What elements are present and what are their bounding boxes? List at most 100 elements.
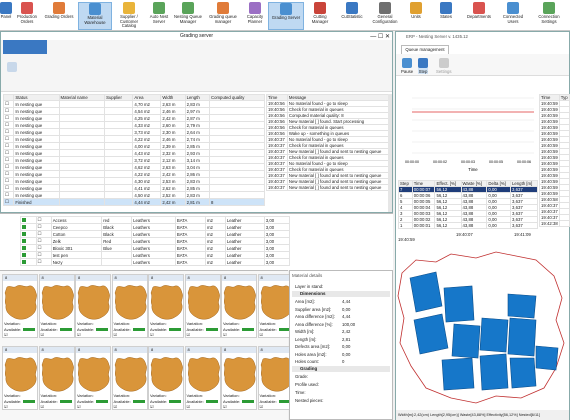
toolbar-button-0[interactable]: Panel [0,2,12,30]
table-row[interactable]: ☐ In nesting que 4,50 m2 2,52 m 2,83 m [2,191,266,199]
table-row[interactable]: ☐ In nesting que 4,62 m2 2,63 m 3,04 m [2,163,266,171]
hide-card[interactable]: 8 Variation: Available: ☑ [257,274,294,338]
row-checkbox[interactable]: ☐ [2,156,15,164]
toolbar-button-13[interactable]: Units [402,2,430,30]
hide-card[interactable]: 8 Variation: Available: ☑ [148,274,184,338]
row-checkbox[interactable]: ☐ [2,170,15,178]
row-checkbox[interactable]: ☐ [2,198,15,206]
table-row[interactable]: ☐ In nesting que 4,43 m2 2,32 m 2,93 m [2,149,266,157]
pause-button[interactable]: Pause [401,58,413,74]
step-button[interactable]: Step [418,58,428,74]
steps-row[interactable]: 4 00:00:04 56,12 43,88 0,00 3,637 [398,204,538,211]
hide-card[interactable]: 8 Variation: Available: ☑ [184,274,221,338]
table-row[interactable]: ☐ In nesting que 4,70 m2 2,63 m 2,83 m [2,100,266,108]
hide-card[interactable]: 8 Variation: Available: ☑ [184,346,221,410]
row-checkbox[interactable]: ☐ [2,191,15,199]
row-checkbox[interactable]: ☐ [2,107,15,115]
row-checkbox[interactable]: ☐ [2,135,15,143]
hide-checkbox[interactable]: ☑ [77,332,81,337]
toolbar-button-1[interactable]: Production Orders [14,2,40,30]
table-row[interactable]: ☐ In nesting que 3,72 m2 2,12 m 3,14 m [2,156,266,164]
row-checkbox[interactable]: ☐ [2,100,15,108]
row-checkbox[interactable]: ☐ [35,251,52,259]
table-row[interactable]: ☐ In nesting que 4,30 m2 2,53 m 2,83 m [2,177,266,185]
grading-scrollbar[interactable] [388,94,392,212]
toolbar-button-3[interactable]: Material Warehouse [78,2,112,30]
hide-checkbox[interactable]: ☑ [77,404,81,409]
list-item[interactable]: ☐ Ceepco Black Leathers BATA m2 Leather 3,00 [20,223,291,231]
hide-checkbox[interactable]: ☑ [186,404,191,409]
hide-checkbox[interactable]: ☑ [259,404,264,409]
hide-checkbox[interactable]: ☑ [259,332,264,337]
row-checkbox[interactable]: ☐ [2,128,15,136]
hide-checkbox[interactable]: ☑ [4,332,8,337]
toolbar-button-4[interactable]: Supplier / Customer Catalog [112,2,146,30]
hide-card[interactable]: 8 Variation: Available: ☑ [2,346,38,410]
toolbar-button-9[interactable]: Grading Server [268,2,304,30]
toolbar-button-14[interactable]: States [430,2,462,30]
row-checkbox[interactable]: ☐ [35,237,52,245]
row-checkbox[interactable]: ☐ [35,216,52,224]
hide-card[interactable]: 8 Variation: Available: ☑ [2,274,38,338]
hide-card[interactable]: 8 Variation: Available: ☑ [111,274,148,338]
hide-card[interactable]: 8 Variation: Available: ☑ [38,274,75,338]
steps-row[interactable]: 6 00:00:06 56,12 43,88 0,00 3,637 [398,192,538,199]
toolbar-button-2[interactable]: Grading Orders [40,2,78,30]
row-checkbox[interactable]: ☐ [2,114,15,122]
hide-checkbox[interactable]: ☑ [223,332,227,337]
hide-checkbox[interactable]: ☑ [40,332,45,337]
steps-row[interactable]: 7 00:00:07 56,12 43,88 0,00 3,637 [398,186,538,193]
table-row[interactable]: ☐ In nesting que 4,33 m2 2,60 m 2,79 m [2,121,266,129]
row-checkbox[interactable]: ☐ [2,184,15,192]
hide-checkbox[interactable]: ☑ [223,404,227,409]
hide-checkbox[interactable]: ☑ [4,404,8,409]
hide-checkbox[interactable]: ☑ [186,332,191,337]
row-checkbox[interactable]: ☐ [2,163,15,171]
steps-row[interactable]: 2 00:00:02 56,12 43,88 0,00 3,637 [398,216,538,223]
ribbon-action-icon[interactable] [7,62,17,72]
toolbar-button-15[interactable]: Departments [462,2,496,30]
hide-checkbox[interactable]: ☑ [150,332,154,337]
hide-card[interactable]: 8 Variation: Available: ☑ [75,346,111,410]
table-row[interactable]: ☐ In nesting que 4,22 m2 2,46 m 2,74 m [2,135,266,143]
table-row[interactable]: ☐ In nesting que 4,00 m2 2,39 m 2,85 m [2,142,266,150]
row-checkbox[interactable]: ☐ [35,223,52,231]
table-row[interactable]: ☐ In nesting que 3,73 m2 2,30 m 2,64 m [2,128,266,136]
hide-checkbox[interactable]: ☑ [40,404,45,409]
row-checkbox[interactable]: ☐ [2,149,15,157]
row-checkbox[interactable]: ☐ [2,121,15,129]
steps-row[interactable]: 5 00:00:05 56,12 43,88 0,00 3,637 [398,198,538,205]
toolbar-button-6[interactable]: Nesting Queue Manager [172,2,204,30]
row-checkbox[interactable]: ☐ [35,230,52,238]
steps-row[interactable]: 1 00:00:01 56,12 43,88 0,00 3,637 [398,222,538,229]
list-item[interactable]: ☐ Cotton Black Leathers BATA m2 Leather 3,00 [20,230,291,238]
table-row[interactable]: ☐ In nesting que 4,25 m2 2,42 m 2,87 m [2,114,266,122]
list-item[interactable]: ☐ Access red Leathers BATA m2 Leather 3,00 [20,216,291,224]
toolbar-button-17[interactable]: Connection Settings [530,2,568,30]
toolbar-button-8[interactable]: Capacity Planner [242,2,268,30]
list-item[interactable]: ☐ Zelk Red Leathers BATA m2 Leather 3,00 [20,237,291,245]
table-row[interactable]: ☐ In nesting que 4,41 m2 2,62 m 2,85 m [2,184,266,192]
window-controls[interactable]: — ☐ ✕ [370,34,390,40]
hide-card[interactable]: 8 Variation: Available: ☑ [75,274,111,338]
hide-card[interactable]: 8 Variation: Available: ☑ [221,274,257,338]
toolbar-button-5[interactable]: Auto Nest Server [146,2,172,30]
list-item[interactable]: ☐ test pen Leathers BATA m2 Leather 3,00 [20,251,291,259]
table-row[interactable]: ☐ In nesting que 4,22 m2 2,42 m 2,86 m [2,170,266,178]
hide-card[interactable]: 8 Variation: Available: ☑ [148,346,184,410]
tab-queue-management[interactable]: Queue management [401,45,449,54]
table-row[interactable]: ☐ In nesting que 4,54 m2 2,46 m 2,97 m [2,107,266,115]
toolbar-button-11[interactable]: CutStatistic [336,2,368,30]
list-item[interactable]: ☐ Nezy Leathers BATA m2 Leather 3,00 [20,258,291,266]
hide-checkbox[interactable]: ☑ [150,404,154,409]
toolbar-button-7[interactable]: Grading queue manager [204,2,242,30]
row-checkbox[interactable]: ☐ [2,177,15,185]
hide-card[interactable]: 8 Variation: Available: ☑ [111,346,148,410]
settings-button[interactable]: Settings [436,58,452,74]
row-checkbox[interactable]: ☐ [2,142,15,150]
list-item[interactable]: ☐ Bloxic 301 Blue Leathers BATA m2 Leather 3,00 [20,244,291,252]
row-checkbox[interactable]: ☐ [35,244,52,252]
row-checkbox[interactable]: ☐ [35,258,52,266]
hide-card[interactable]: 8 Variation: Available: ☑ [38,346,75,410]
